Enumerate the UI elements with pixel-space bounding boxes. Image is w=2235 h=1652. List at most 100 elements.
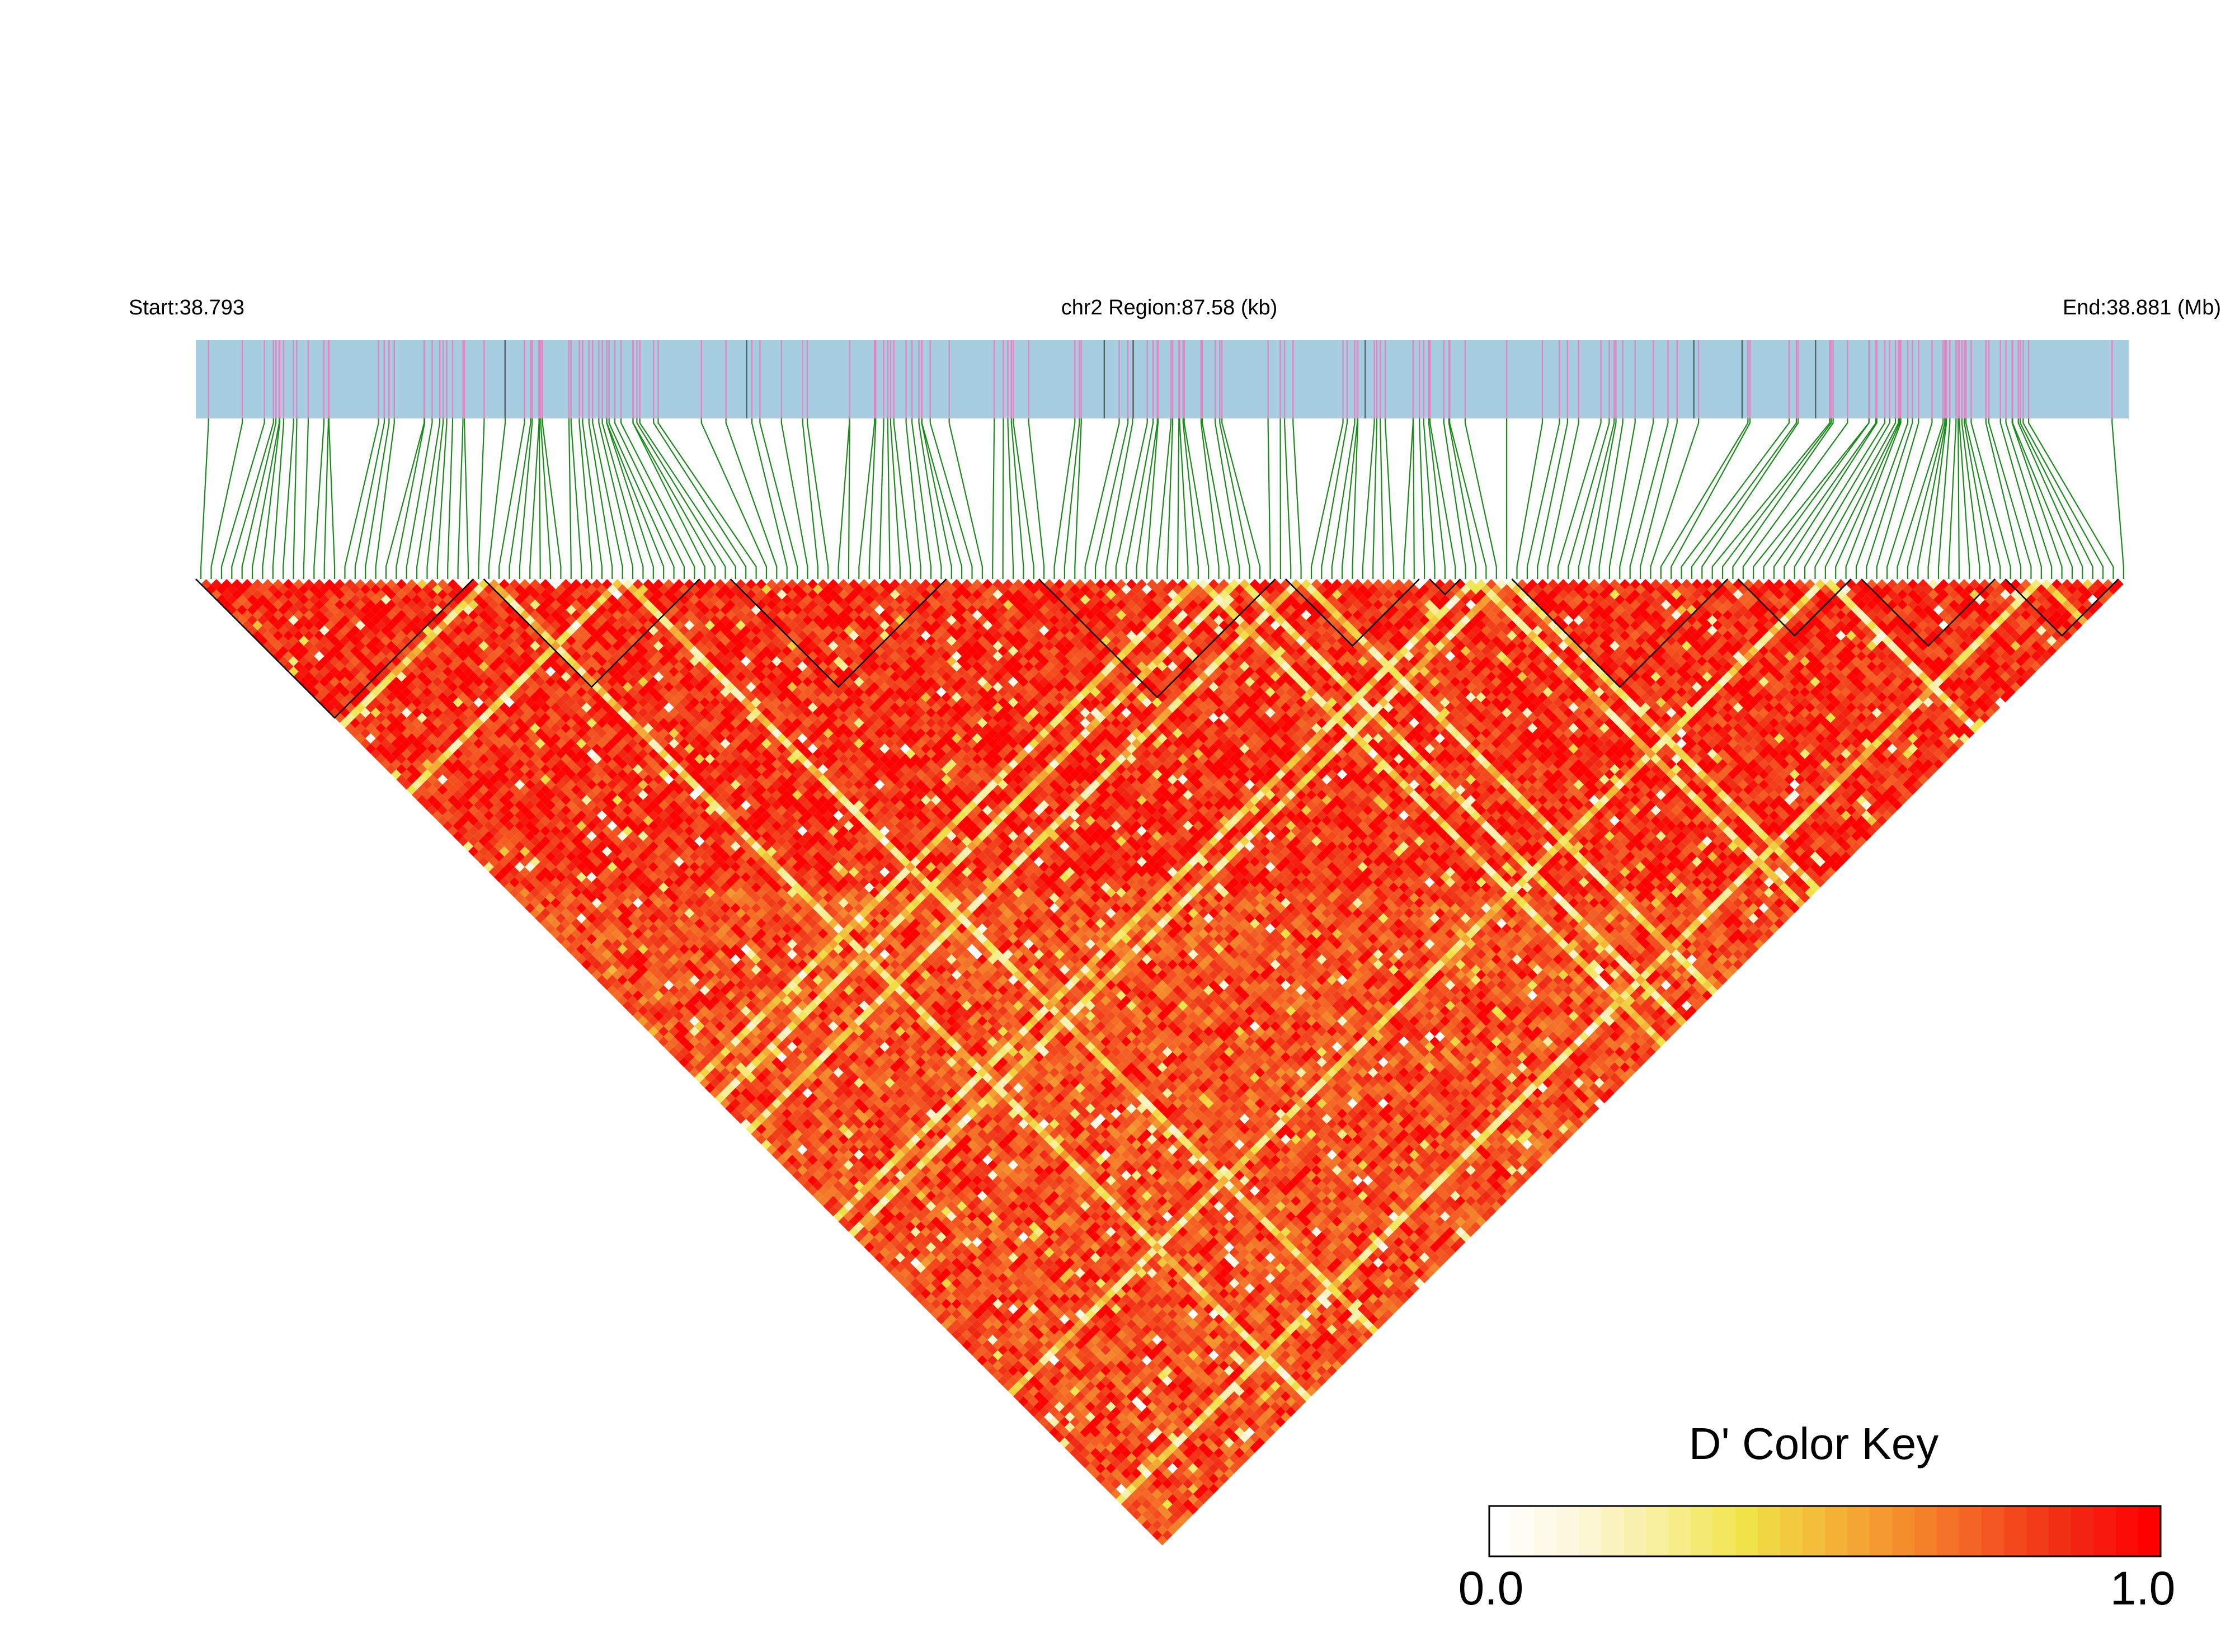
- ld-cell: [345, 661, 355, 672]
- ld-cell: [211, 579, 222, 590]
- ld-cell: [483, 820, 494, 831]
- ld-cell: [468, 784, 479, 795]
- ld-cell: [1126, 1463, 1137, 1474]
- ld-cell: [715, 1072, 726, 1083]
- snp-connector: [858, 418, 876, 579]
- ld-cell: [365, 661, 376, 672]
- ld-cell: [1008, 1345, 1019, 1356]
- ld-cell: [324, 702, 335, 713]
- ld-cell: [329, 615, 340, 625]
- ld-cell: [1116, 1442, 1127, 1453]
- ld-cell: [1064, 1422, 1075, 1433]
- ld-cell: [1126, 1473, 1137, 1484]
- ld-cell: [771, 1098, 782, 1109]
- ld-cell: [335, 641, 345, 651]
- ld-cell: [571, 897, 582, 909]
- snp-connector: [436, 418, 448, 579]
- ld-cell: [453, 810, 463, 821]
- ld-cell: [355, 641, 366, 651]
- snp-connector: [1136, 418, 1158, 579]
- ld-cell: [1054, 1371, 1065, 1381]
- ld-cell: [293, 641, 304, 651]
- ld-cell: [463, 831, 474, 841]
- ld-cell: [1018, 1324, 1029, 1335]
- ld-cell: [797, 1134, 808, 1145]
- ld-cell: [1008, 1334, 1019, 1345]
- snp-connector: [509, 418, 531, 579]
- ld-cell: [992, 1319, 1003, 1330]
- ld-cell: [417, 702, 427, 713]
- ld-cell: [437, 784, 448, 795]
- ld-cell: [864, 1231, 874, 1242]
- ld-cell: [864, 1160, 874, 1170]
- ld-cell: [396, 754, 407, 764]
- ld-cell: [571, 918, 582, 929]
- ld-cell: [771, 1149, 782, 1160]
- ld-cell: [1059, 1365, 1070, 1376]
- ld-cell: [1095, 1391, 1106, 1402]
- ld-cell: [879, 1175, 890, 1186]
- ld-cell: [540, 867, 551, 877]
- ld-cell: [1188, 1484, 1198, 1494]
- ld-cell: [741, 1077, 751, 1088]
- ld-cell: [1085, 1442, 1096, 1453]
- ld-cell: [627, 964, 638, 975]
- ld-cell: [566, 872, 576, 883]
- ld-cell: [931, 1288, 942, 1299]
- ld-cell: [443, 769, 453, 780]
- ld-cell: [427, 723, 437, 733]
- ld-cell: [519, 856, 530, 867]
- ld-cell: [468, 826, 479, 836]
- ld-cell: [931, 1237, 942, 1248]
- ld-cell: [283, 589, 294, 600]
- ld-cell: [982, 1329, 993, 1340]
- ld-cell: [417, 764, 427, 775]
- ld-cell: [648, 944, 658, 954]
- ld-cell: [1111, 1447, 1121, 1458]
- ld-cell: [694, 1041, 705, 1052]
- ld-cell: [385, 764, 397, 775]
- ld-cell: [566, 851, 576, 862]
- ld-cell: [530, 867, 540, 877]
- ld-cell: [1023, 1360, 1034, 1371]
- ld-cell: [1049, 1386, 1060, 1397]
- ld-cell: [895, 1273, 906, 1283]
- ld-cell: [1167, 1504, 1178, 1515]
- ld-cell: [874, 1201, 885, 1212]
- ld-cell: [1095, 1422, 1106, 1433]
- ld-cell: [807, 1144, 818, 1155]
- ld-cell: [669, 995, 679, 1006]
- snp-connector: [519, 418, 533, 579]
- ld-cell: [509, 826, 520, 836]
- ld-cell: [355, 661, 366, 672]
- ld-cell: [879, 1206, 890, 1217]
- ld-cell: [967, 1293, 977, 1304]
- ld-cell: [443, 820, 453, 831]
- ld-cell: [967, 1314, 977, 1325]
- ld-cell: [874, 1211, 885, 1222]
- ld-cell: [694, 990, 705, 1001]
- ld-cell: [303, 630, 314, 641]
- snp-connector: [344, 418, 379, 579]
- ld-cell: [437, 723, 448, 733]
- ld-cell: [380, 759, 392, 769]
- snp-connector: [592, 418, 623, 579]
- ld-cell: [335, 681, 345, 693]
- ld-cell: [833, 1180, 844, 1191]
- ld-cell: [684, 1010, 695, 1022]
- snp-connector: [1166, 418, 1174, 579]
- ld-cell: [766, 1103, 777, 1114]
- ld-cell: [633, 969, 643, 980]
- ld-cell: [910, 1206, 921, 1217]
- ld-cell: [340, 656, 350, 667]
- ld-cell: [843, 1180, 854, 1191]
- ld-cell: [1188, 1504, 1198, 1515]
- ld-cell: [340, 676, 350, 687]
- snp-connector: [1732, 418, 1834, 579]
- ld-cell: [1013, 1371, 1024, 1381]
- ld-cell: [1105, 1473, 1116, 1484]
- ld-cell: [591, 939, 602, 949]
- ld-cell: [324, 681, 335, 693]
- ld-cell: [1049, 1376, 1060, 1386]
- snp-connector: [1568, 418, 1610, 579]
